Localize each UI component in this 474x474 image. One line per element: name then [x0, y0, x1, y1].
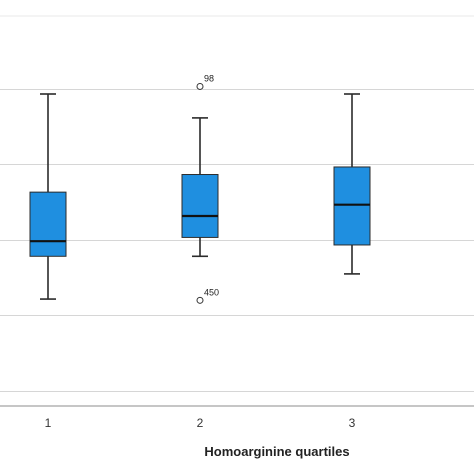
x-tick-label: 2: [197, 416, 204, 430]
box-group-3: [333, 93, 371, 275]
boxes-layer: 98 450: [29, 73, 371, 304]
x-tick-labels: 1 2 3: [45, 416, 356, 430]
iqr-box: [29, 191, 67, 257]
iqr-box: [181, 174, 219, 238]
gridlines: [0, 89, 474, 392]
outlier-point: [196, 82, 204, 90]
x-axis-title: Homoarginine quartiles: [204, 444, 349, 459]
outlier-label: 98: [204, 73, 214, 83]
x-tick-label: 1: [45, 416, 52, 430]
x-tick-label: 3: [349, 416, 356, 430]
iqr-box: [333, 166, 371, 246]
box-group-1: [29, 93, 67, 300]
outlier-label: 450: [204, 287, 219, 297]
outlier-point: [196, 296, 204, 304]
box-group-2: 98 450: [181, 73, 219, 304]
